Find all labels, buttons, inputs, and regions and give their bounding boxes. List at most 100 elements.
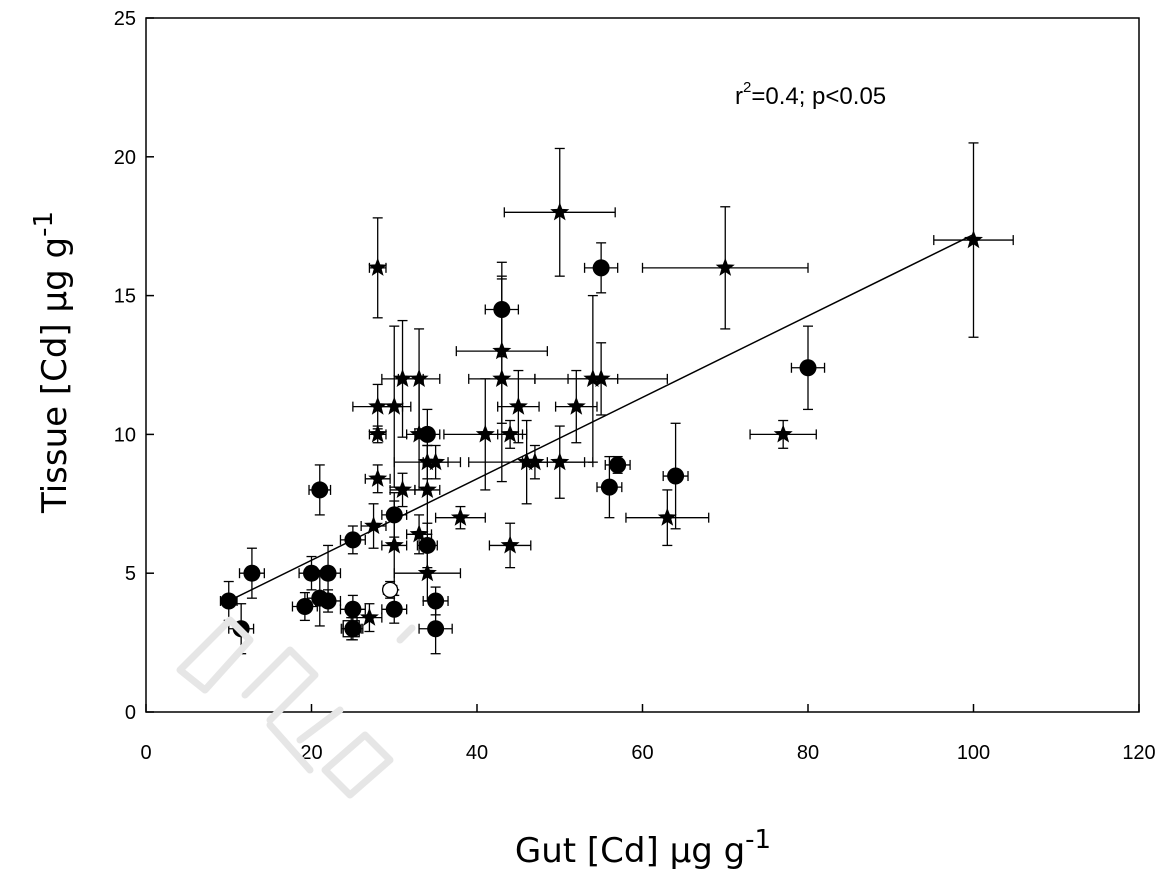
- marker-star: [384, 535, 404, 554]
- marker-circle: [344, 531, 362, 549]
- data-point-star: [468, 275, 536, 483]
- x-tick-label: 80: [797, 742, 819, 764]
- marker-star: [417, 563, 437, 582]
- marker-circle: [311, 481, 329, 499]
- marker-star: [550, 452, 570, 471]
- marker-circle: [220, 592, 238, 610]
- marker-star: [500, 535, 520, 554]
- y-axis-title-text: Tissue [Cd] μg g: [35, 237, 75, 514]
- data-point-open-circle: [381, 580, 399, 599]
- marker-circle: [319, 564, 337, 582]
- marker-circle: [427, 592, 445, 610]
- data-point-star: [414, 444, 441, 535]
- marker-star: [773, 424, 793, 443]
- x-tick-label: 120: [1122, 742, 1155, 764]
- data-point-circle: [604, 455, 631, 474]
- marker-star: [409, 368, 429, 387]
- marker-circle: [232, 620, 250, 638]
- data-point-star: [625, 489, 710, 547]
- marker-circle: [609, 456, 627, 474]
- data-point-star: [422, 444, 449, 480]
- marker-star: [384, 396, 404, 415]
- x-tick-label: 40: [466, 742, 488, 764]
- marker-circle: [799, 359, 817, 377]
- data-point-circle: [418, 603, 453, 655]
- x-tick-label: 0: [140, 742, 151, 764]
- marker-star: [591, 368, 611, 387]
- data-point-circle: [238, 547, 265, 599]
- y-tick-label: 20: [114, 147, 136, 169]
- x-tick-label: 20: [300, 742, 322, 764]
- marker-star: [393, 479, 412, 498]
- marker-star: [409, 524, 429, 543]
- data-point-star: [360, 503, 387, 549]
- x-axis-title-superscript: -1: [745, 825, 771, 855]
- data-point-circle: [583, 242, 619, 294]
- marker-circle: [296, 598, 314, 616]
- marker-star: [368, 257, 388, 276]
- marker-circle: [243, 564, 261, 582]
- marker-star: [368, 468, 388, 487]
- data-point-circle: [228, 603, 255, 655]
- data-point-star: [526, 425, 594, 499]
- data-point-star: [534, 342, 668, 416]
- marker-circle: [667, 467, 685, 485]
- marker-star: [566, 396, 586, 415]
- marker-star: [492, 368, 512, 387]
- marker-star: [368, 424, 388, 443]
- marker-circle: [592, 259, 610, 277]
- annotation-r-superscript: 2: [743, 79, 751, 96]
- marker-star: [409, 424, 429, 443]
- marker-star: [964, 230, 983, 249]
- data-point-star: [497, 419, 524, 449]
- data-point-star: [368, 217, 388, 319]
- marker-open-square: [342, 620, 360, 638]
- marker-star: [583, 368, 603, 387]
- marker-circle: [344, 600, 362, 618]
- marker-star: [525, 452, 545, 471]
- y-tick-label: 25: [114, 8, 136, 30]
- data-point-circle: [596, 455, 623, 519]
- annotation-rest: =0.4; p<0.05: [751, 83, 886, 110]
- annotation-stat: r2=0.4; p<0.05: [735, 79, 886, 110]
- annotation-r: r: [735, 83, 743, 110]
- data-point-star: [554, 369, 598, 444]
- x-axis-title-text: Gut [Cd] μg g: [515, 831, 745, 871]
- marker-star: [508, 396, 528, 415]
- data-points: [219, 142, 1014, 655]
- x-axis-ticks: 0 20 40 60 80 100 120: [140, 704, 1156, 764]
- y-axis-title-superscript: -1: [29, 211, 59, 237]
- marker-circle: [385, 600, 403, 618]
- data-point-star: [933, 142, 1014, 338]
- y-axis-ticks: 0 5 10 15 20 25: [114, 8, 154, 724]
- data-point-star: [503, 147, 616, 277]
- data-point-circle: [662, 422, 689, 530]
- marker-star: [359, 607, 379, 626]
- data-point-star: [749, 419, 817, 449]
- y-tick-label: 15: [114, 286, 136, 308]
- x-tick-label: 100: [957, 742, 990, 764]
- marker-open-circle: [381, 581, 399, 599]
- data-point-star: [497, 369, 540, 444]
- marker-star: [550, 202, 570, 221]
- data-point-open-square: [340, 616, 362, 641]
- x-tick-label: 60: [631, 742, 653, 764]
- marker-star: [500, 424, 520, 443]
- marker-star: [657, 507, 677, 526]
- data-point-circle: [339, 525, 366, 555]
- x-axis-title: Gut [Cd] μg g-1: [515, 825, 771, 871]
- data-point-star: [488, 522, 532, 569]
- data-point-circle: [308, 464, 332, 516]
- y-axis-title: Tissue [Cd] μg g-1: [29, 211, 75, 514]
- y-tick-label: 0: [125, 702, 136, 724]
- y-tick-label: 10: [114, 424, 136, 446]
- marker-star: [450, 507, 470, 526]
- marker-circle: [427, 620, 445, 638]
- data-point-circle: [790, 325, 826, 411]
- marker-circle: [600, 478, 618, 496]
- data-point-circle: [219, 580, 238, 622]
- marker-star: [426, 452, 446, 471]
- data-point-star: [368, 424, 388, 444]
- data-point-circle: [314, 544, 342, 602]
